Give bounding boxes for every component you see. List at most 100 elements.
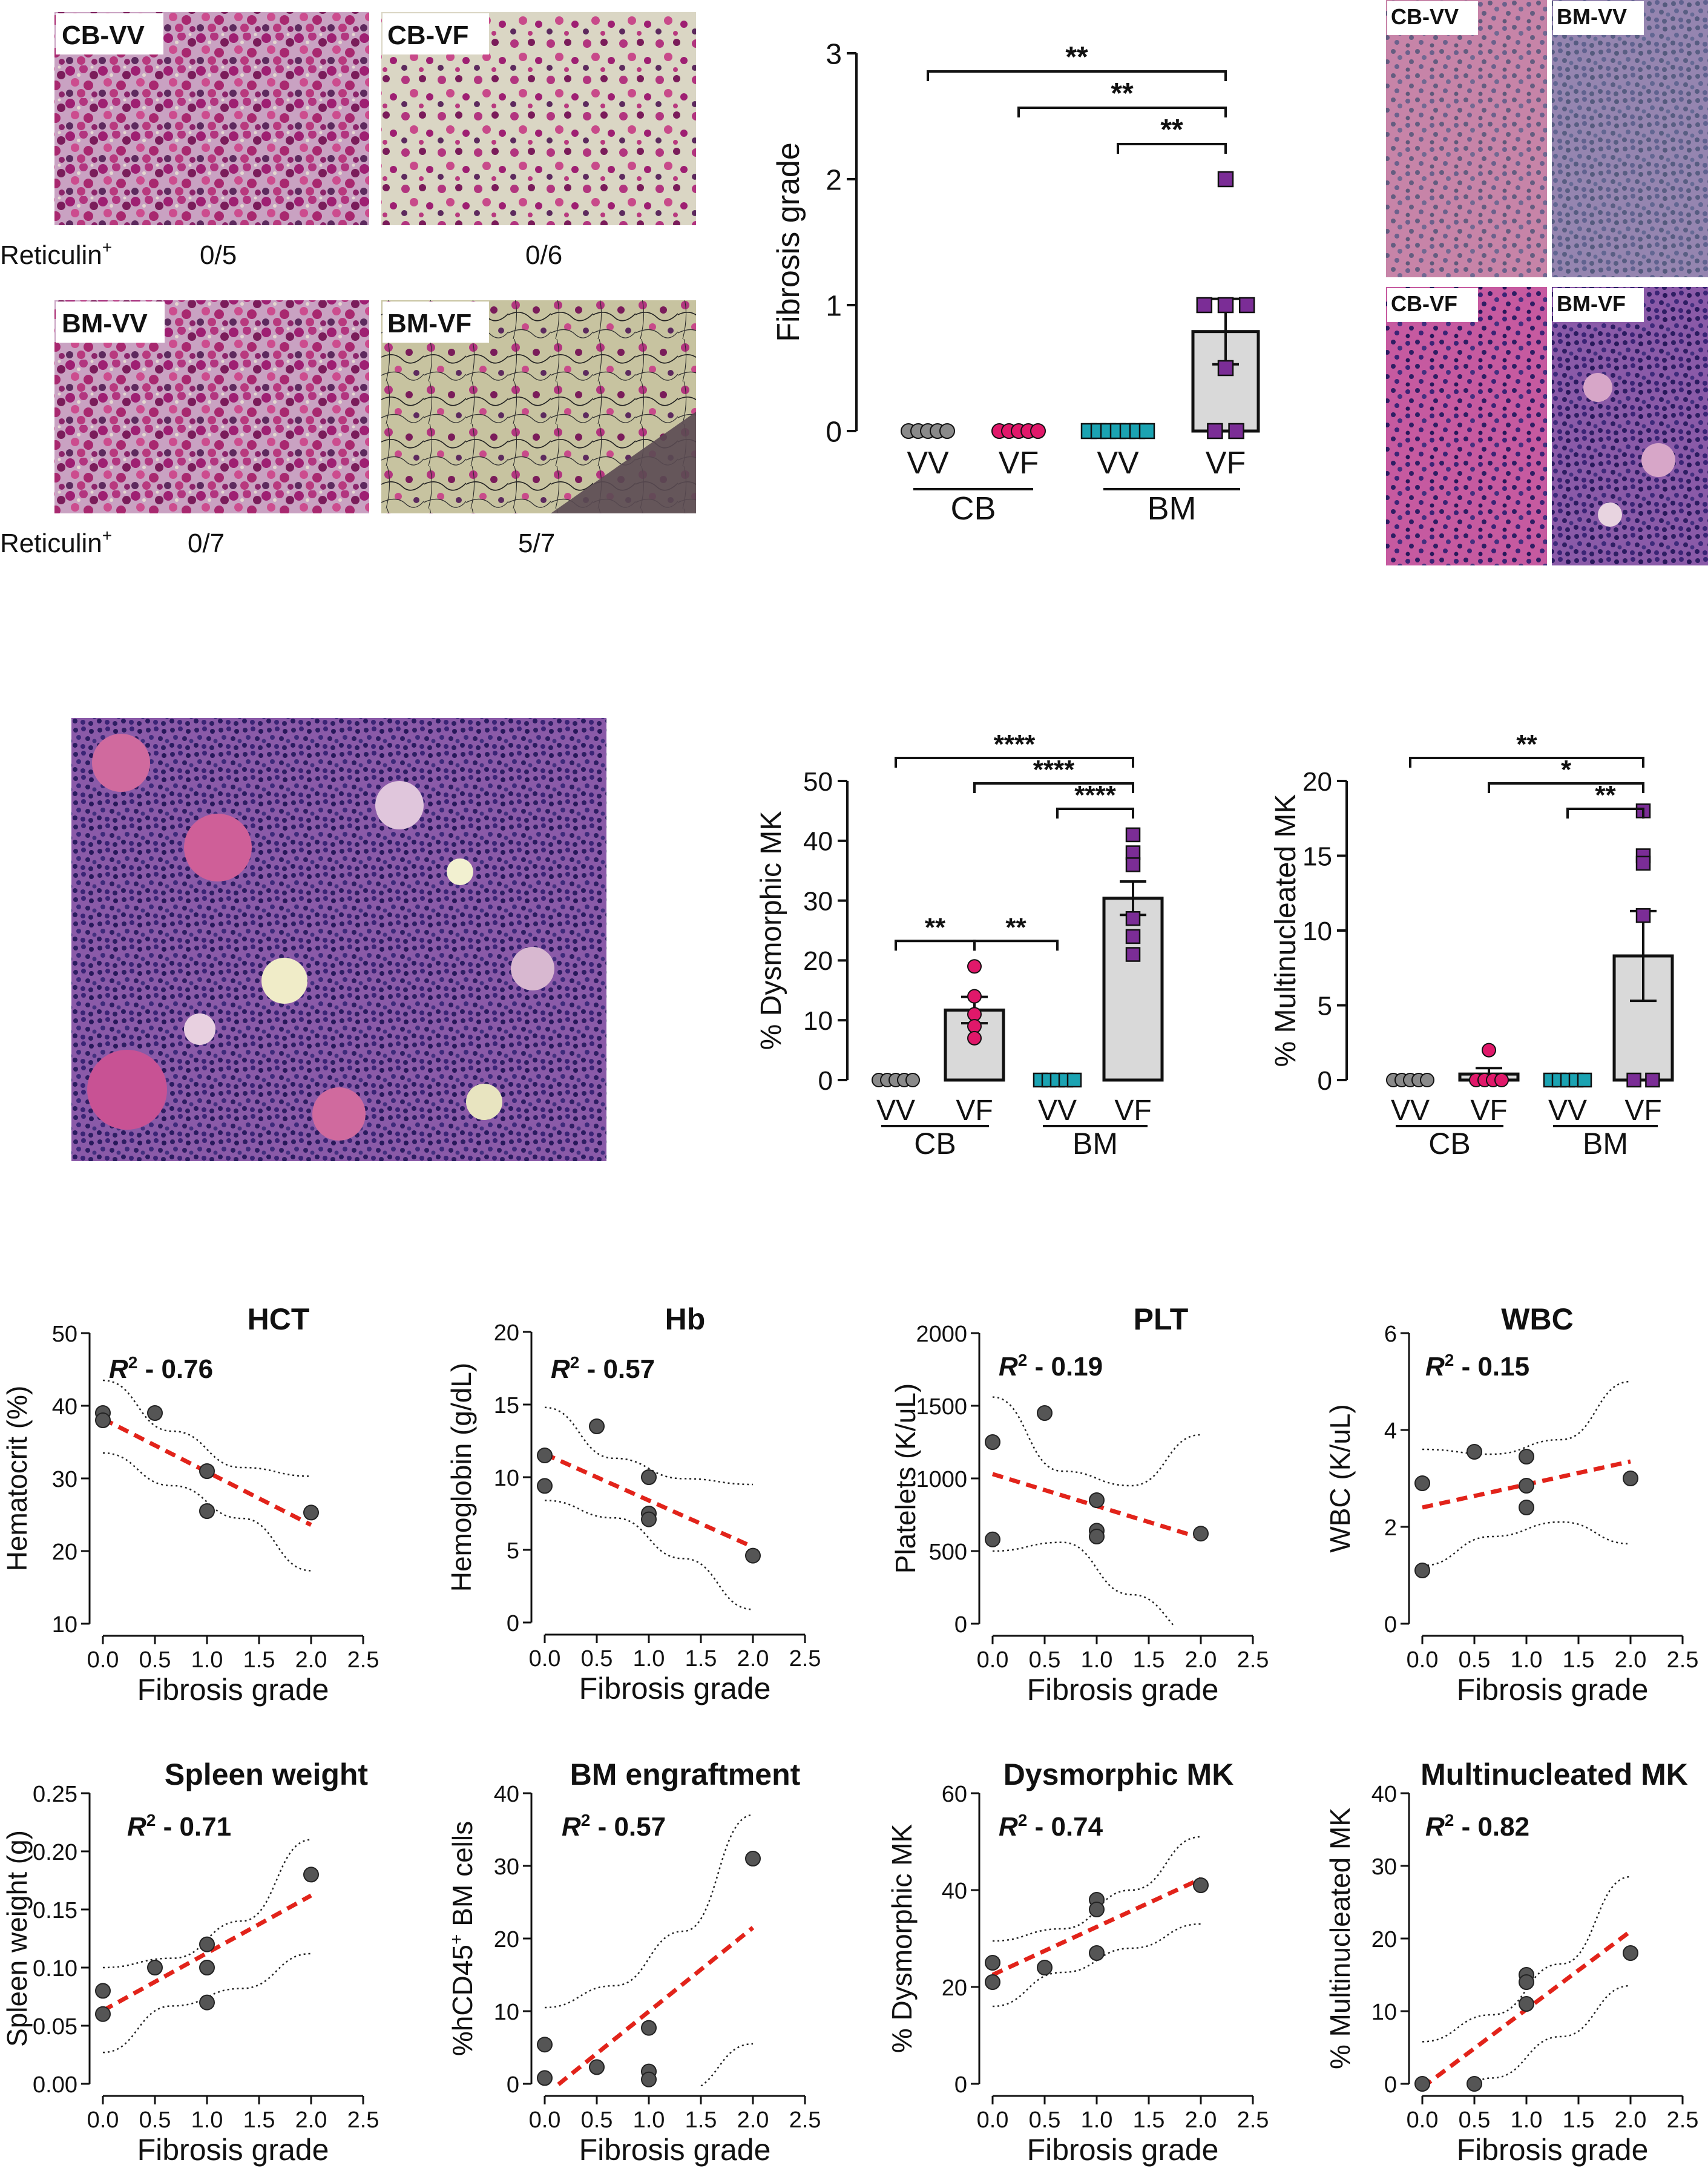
y-axis-label: % Dysmorphic MK — [886, 1824, 918, 2054]
y-tick-label: 3 — [826, 38, 842, 70]
x-axis-label: Fibrosis grade — [579, 1672, 771, 1705]
plt-scatter: 0 500 1000 1500 2000 0.0 0.5 1.0 1.5 2.0 2.5 Fibros… — [890, 1302, 1269, 1707]
image-label: CB-VV — [62, 21, 145, 50]
data-point — [641, 2020, 657, 2036]
chart-title: Spleen weight — [165, 1758, 369, 1791]
data-point — [1228, 423, 1244, 440]
x-tick-label: 0.0 — [1407, 2107, 1439, 2133]
x-tick-label: 2.5 — [789, 2107, 821, 2133]
ci-upper-curve — [102, 1839, 312, 1969]
data-point — [199, 1960, 215, 1975]
x-axis-label: Fibrosis grade — [1457, 2133, 1649, 2167]
y-tick-label: 15 — [1302, 842, 1332, 871]
ci-upper-curve — [102, 1379, 312, 1477]
y-tick-label: 1 — [826, 290, 842, 322]
x-category-label: VF — [1470, 1095, 1507, 1127]
data-point — [147, 1960, 163, 1975]
data-point — [1635, 855, 1651, 871]
x-tick-label: 0.5 — [1459, 1647, 1491, 1673]
x-category-label: VF — [956, 1095, 993, 1127]
y-tick-label: 20 — [803, 946, 833, 976]
x-tick-label: 0.5 — [1029, 2107, 1061, 2133]
ci-lower-curve — [992, 1541, 1176, 1626]
data-point — [985, 1974, 1000, 1990]
y-tick-label: 50 — [803, 767, 833, 797]
x-tick-label: 2.0 — [295, 1647, 327, 1673]
x-tick-label: 2.5 — [1667, 2107, 1699, 2133]
image-label: CB-VF — [387, 21, 468, 50]
y-tick-label: 1500 — [916, 1394, 967, 1420]
y-tick-label: 40 — [942, 1879, 967, 1904]
he-image-bm-vf: BM-VF — [1552, 287, 1708, 565]
r-squared-value: - 0.57 — [579, 1354, 655, 1384]
x-tick-label: 2.5 — [789, 1646, 821, 1672]
data-point — [1089, 1945, 1105, 1961]
chart-title: HCT — [248, 1302, 310, 1336]
x-tick-label: 0.0 — [1407, 1647, 1439, 1673]
y-axis-label: % Dysmorphic MK — [755, 811, 787, 1050]
significance-label: **** — [1033, 755, 1075, 785]
data-point — [147, 1405, 163, 1421]
data-point — [1519, 1500, 1534, 1515]
data-point — [1519, 1996, 1534, 2012]
data-point — [95, 1983, 111, 1999]
y-tick-label: 10 — [1302, 917, 1332, 946]
y-tick-label: 10 — [494, 2000, 519, 2025]
y-tick-label: 0 — [954, 2072, 967, 2098]
dysmorphic-mk-scatter: 0 20 40 60 0.0 0.5 1.0 1.5 2.0 2.5 Fibrosis grade%… — [886, 1758, 1269, 2167]
r-squared-label: R2 - 0.71 — [127, 1811, 231, 1842]
r-symbol: R — [127, 1812, 146, 1842]
chart-title: PLT — [1134, 1302, 1189, 1336]
he-large-image — [71, 718, 606, 1161]
y-axis-label-text: WBC (K/uL) — [1324, 1404, 1356, 1552]
group-label: BM — [1072, 1127, 1118, 1161]
chart-title: Hb — [665, 1302, 706, 1336]
significance-bracket — [927, 70, 1227, 81]
y-tick-label: 30 — [803, 886, 833, 916]
r-squared-value: - 0.15 — [1454, 1352, 1529, 1382]
x-tick-label: 2.5 — [347, 1647, 379, 1673]
y-tick-label: 20 — [494, 1320, 519, 1346]
data-point — [589, 1418, 605, 1434]
data-point — [1645, 1072, 1660, 1088]
data-point — [1089, 1492, 1105, 1508]
regression-line — [102, 1417, 312, 1527]
data-point — [1238, 297, 1255, 314]
x-tick-label: 0.5 — [1029, 1647, 1061, 1673]
bm-engraftment-scatter: 0 10 20 30 40 0.0 0.5 1.0 1.5 2.0 2.5 Fibrosis grad… — [447, 1758, 821, 2167]
x-tick-label: 0.0 — [529, 2107, 561, 2133]
significance-bracket — [1409, 757, 1644, 768]
r-exponent: 2 — [1018, 1351, 1028, 1369]
r-squared-value: - 0.76 — [137, 1354, 213, 1384]
r-squared-value: - 0.71 — [156, 1812, 231, 1842]
data-point — [905, 1073, 920, 1087]
data-point — [641, 1469, 657, 1485]
reticulin-image-bm-vv: BM-VV — [54, 300, 369, 513]
data-point — [967, 1007, 982, 1022]
x-tick-label: 1.0 — [1511, 2107, 1543, 2133]
r-exponent: 2 — [128, 1353, 138, 1372]
group-label: BM — [1583, 1127, 1628, 1161]
x-tick-label: 2.5 — [1237, 1647, 1269, 1673]
r-squared-label: R2 - 0.74 — [999, 1811, 1103, 1842]
x-tick-label: 1.0 — [1081, 1647, 1113, 1673]
y-axis-label: Spleen weight (g) — [1, 1830, 33, 2047]
x-axis-label: Fibrosis grade — [1457, 1673, 1649, 1707]
y-tick-label: 6 — [1384, 1322, 1397, 1347]
reticulin-count: 0/6 — [525, 240, 562, 270]
y-tick-label: 0.10 — [33, 1956, 77, 1982]
reticulin-count: 5/7 — [518, 529, 555, 558]
significance-label: ** — [1160, 114, 1183, 146]
multinucleated-mk-scatter: 0 10 20 30 40 0.0 0.5 1.0 1.5 2.0 2.5 Fibrosis grad… — [1324, 1758, 1698, 2167]
regression-line — [553, 1926, 755, 2086]
x-category-label: VV — [876, 1095, 915, 1127]
ci-upper-curve — [544, 1406, 754, 1486]
data-point — [967, 959, 982, 974]
x-axis-label: Fibrosis grade — [1027, 1673, 1219, 1707]
ci-lower-curve — [544, 1500, 754, 1610]
y-tick-label: 0.00 — [33, 2072, 77, 2098]
data-point — [1138, 423, 1155, 440]
y-axis-label-sup: + — [447, 1934, 467, 1945]
data-point — [967, 1019, 982, 1034]
x-tick-label: 2.5 — [1667, 1647, 1699, 1673]
